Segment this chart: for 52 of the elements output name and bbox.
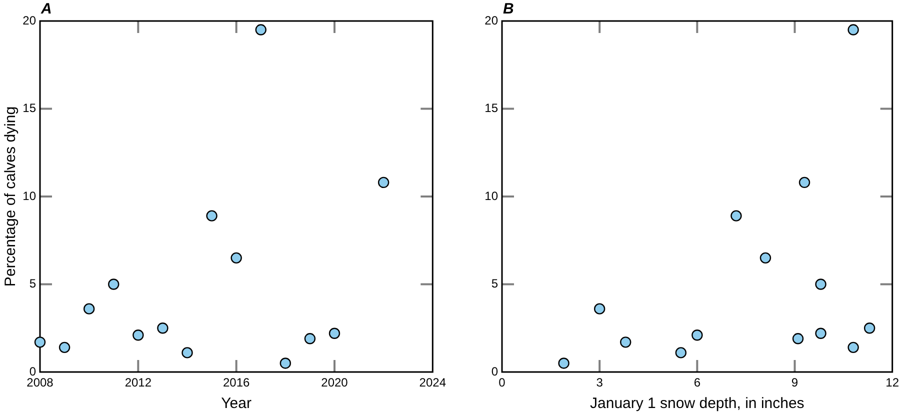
- y-tick-label: 20: [484, 13, 498, 28]
- point: [692, 330, 703, 341]
- point: [848, 342, 859, 354]
- y-tick-label: 10: [22, 188, 36, 203]
- point: [864, 322, 876, 334]
- x-tick-label: 3: [596, 376, 604, 390]
- point: [792, 333, 804, 344]
- x-tick-label: 2024: [419, 376, 446, 390]
- x-tick-label: 2020: [321, 376, 348, 390]
- point: [206, 210, 218, 222]
- x-tick-label: 6: [694, 376, 701, 390]
- x-tick-label: 2008: [26, 376, 54, 390]
- point: [558, 358, 570, 369]
- x-axis-title: Year: [221, 395, 252, 412]
- y-axis-title: Percentage of calves dying: [2, 106, 20, 287]
- point: [304, 333, 316, 344]
- y-tick-label: 15: [484, 101, 498, 116]
- point: [182, 347, 193, 358]
- point: [815, 328, 826, 339]
- point: [328, 328, 340, 339]
- point: [58, 342, 70, 354]
- y-tick-label: 10: [484, 188, 498, 203]
- point: [848, 24, 859, 36]
- y-tick-label: 5: [29, 276, 36, 291]
- point: [620, 336, 632, 348]
- point: [760, 252, 772, 264]
- chart-title: A: [40, 0, 52, 18]
- y-tick-label: 20: [22, 13, 36, 28]
- x-tick-label: 2016: [222, 376, 250, 390]
- point: [157, 322, 168, 334]
- chart-title: B: [503, 0, 514, 18]
- point: [132, 330, 144, 341]
- x-tick-label: 2012: [124, 376, 152, 390]
- point: [594, 303, 606, 314]
- point: [280, 358, 292, 369]
- y-tick-label: 0: [491, 364, 498, 378]
- x-tick-label: 9: [791, 376, 798, 390]
- point: [255, 24, 266, 36]
- point: [108, 278, 120, 290]
- point: [34, 336, 46, 348]
- x-axis-title: January 1 snow depth, in inches: [590, 395, 804, 412]
- point: [798, 176, 810, 188]
- point: [815, 278, 826, 290]
- y-tick-label: 5: [491, 276, 498, 291]
- point: [378, 176, 390, 188]
- x-tick-label: 12: [886, 376, 900, 390]
- point: [230, 252, 242, 264]
- y-tick-label: 0: [29, 364, 36, 378]
- point: [83, 303, 95, 314]
- y-tick-label: 15: [22, 101, 36, 116]
- point: [675, 347, 686, 358]
- point: [730, 210, 742, 222]
